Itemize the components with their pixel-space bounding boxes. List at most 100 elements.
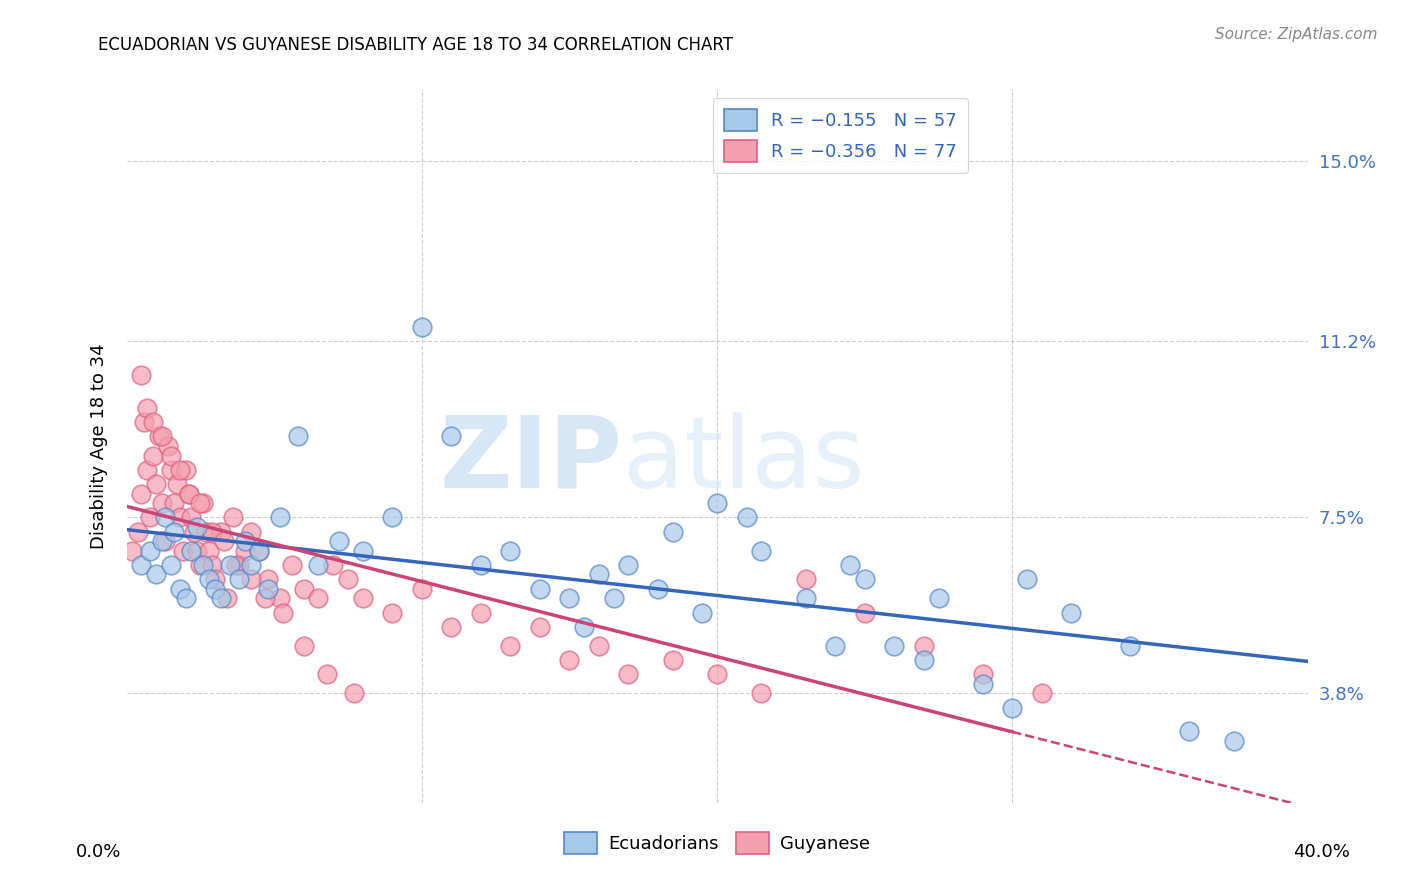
Point — [912, 653, 935, 667]
Point — [209, 591, 232, 606]
Point — [440, 620, 463, 634]
Point — [529, 620, 551, 634]
Point — [411, 582, 433, 596]
Point — [1017, 572, 1039, 586]
Point — [121, 543, 143, 558]
Point — [1060, 606, 1083, 620]
Point — [166, 477, 188, 491]
Point — [381, 510, 404, 524]
Point — [440, 429, 463, 443]
Point — [287, 429, 309, 443]
Point — [136, 463, 159, 477]
Point — [186, 543, 208, 558]
Point — [177, 486, 200, 500]
Point — [794, 572, 817, 586]
Point — [145, 567, 167, 582]
Point — [706, 496, 728, 510]
Point — [193, 496, 215, 510]
Point — [228, 572, 250, 586]
Point — [308, 591, 330, 606]
Point — [180, 543, 202, 558]
Point — [1119, 639, 1142, 653]
Point — [134, 415, 156, 429]
Point — [215, 591, 238, 606]
Point — [794, 591, 817, 606]
Point — [838, 558, 860, 572]
Text: 40.0%: 40.0% — [1294, 843, 1350, 861]
Point — [150, 496, 173, 510]
Point — [201, 558, 224, 572]
Point — [183, 524, 205, 539]
Point — [470, 558, 492, 572]
Point — [269, 591, 291, 606]
Point — [209, 524, 232, 539]
Point — [153, 534, 176, 549]
Point — [150, 534, 173, 549]
Point — [142, 415, 165, 429]
Point — [972, 677, 994, 691]
Point — [352, 591, 374, 606]
Point — [148, 429, 170, 443]
Text: ZIP: ZIP — [440, 412, 623, 508]
Point — [204, 582, 226, 596]
Point — [692, 606, 714, 620]
Point — [180, 510, 202, 524]
Point — [239, 558, 262, 572]
Point — [928, 591, 950, 606]
Point — [588, 639, 610, 653]
Point — [198, 572, 221, 586]
Point — [328, 534, 350, 549]
Point — [1178, 724, 1201, 739]
Point — [163, 524, 186, 539]
Point — [188, 496, 212, 510]
Point — [129, 486, 153, 500]
Point — [169, 510, 191, 524]
Point — [337, 572, 360, 586]
Point — [1031, 686, 1053, 700]
Point — [735, 510, 758, 524]
Point — [308, 558, 330, 572]
Text: 0.0%: 0.0% — [76, 843, 121, 861]
Y-axis label: Disability Age 18 to 34: Disability Age 18 to 34 — [90, 343, 108, 549]
Point — [617, 558, 640, 572]
Point — [853, 606, 876, 620]
Text: Source: ZipAtlas.com: Source: ZipAtlas.com — [1215, 27, 1378, 42]
Point — [177, 486, 200, 500]
Point — [662, 524, 685, 539]
Point — [588, 567, 610, 582]
Point — [751, 543, 773, 558]
Point — [853, 572, 876, 586]
Point — [381, 606, 404, 620]
Point — [228, 558, 250, 572]
Point — [411, 320, 433, 334]
Point — [239, 524, 262, 539]
Point — [233, 534, 256, 549]
Point — [824, 639, 846, 653]
Point — [352, 543, 374, 558]
Text: atlas: atlas — [623, 412, 865, 508]
Point — [174, 591, 197, 606]
Point — [662, 653, 685, 667]
Point — [499, 543, 522, 558]
Point — [139, 510, 162, 524]
Point — [129, 558, 153, 572]
Point — [188, 558, 212, 572]
Point — [647, 582, 669, 596]
Point — [529, 582, 551, 596]
Point — [706, 667, 728, 681]
Point — [139, 543, 162, 558]
Point — [163, 496, 186, 510]
Point — [1223, 734, 1246, 748]
Point — [156, 439, 179, 453]
Point — [204, 572, 226, 586]
Point — [617, 667, 640, 681]
Point — [169, 582, 191, 596]
Point — [558, 591, 581, 606]
Point — [153, 510, 176, 524]
Point — [883, 639, 905, 653]
Point — [239, 572, 262, 586]
Point — [603, 591, 626, 606]
Point — [195, 524, 218, 539]
Point — [269, 510, 291, 524]
Point — [222, 510, 245, 524]
